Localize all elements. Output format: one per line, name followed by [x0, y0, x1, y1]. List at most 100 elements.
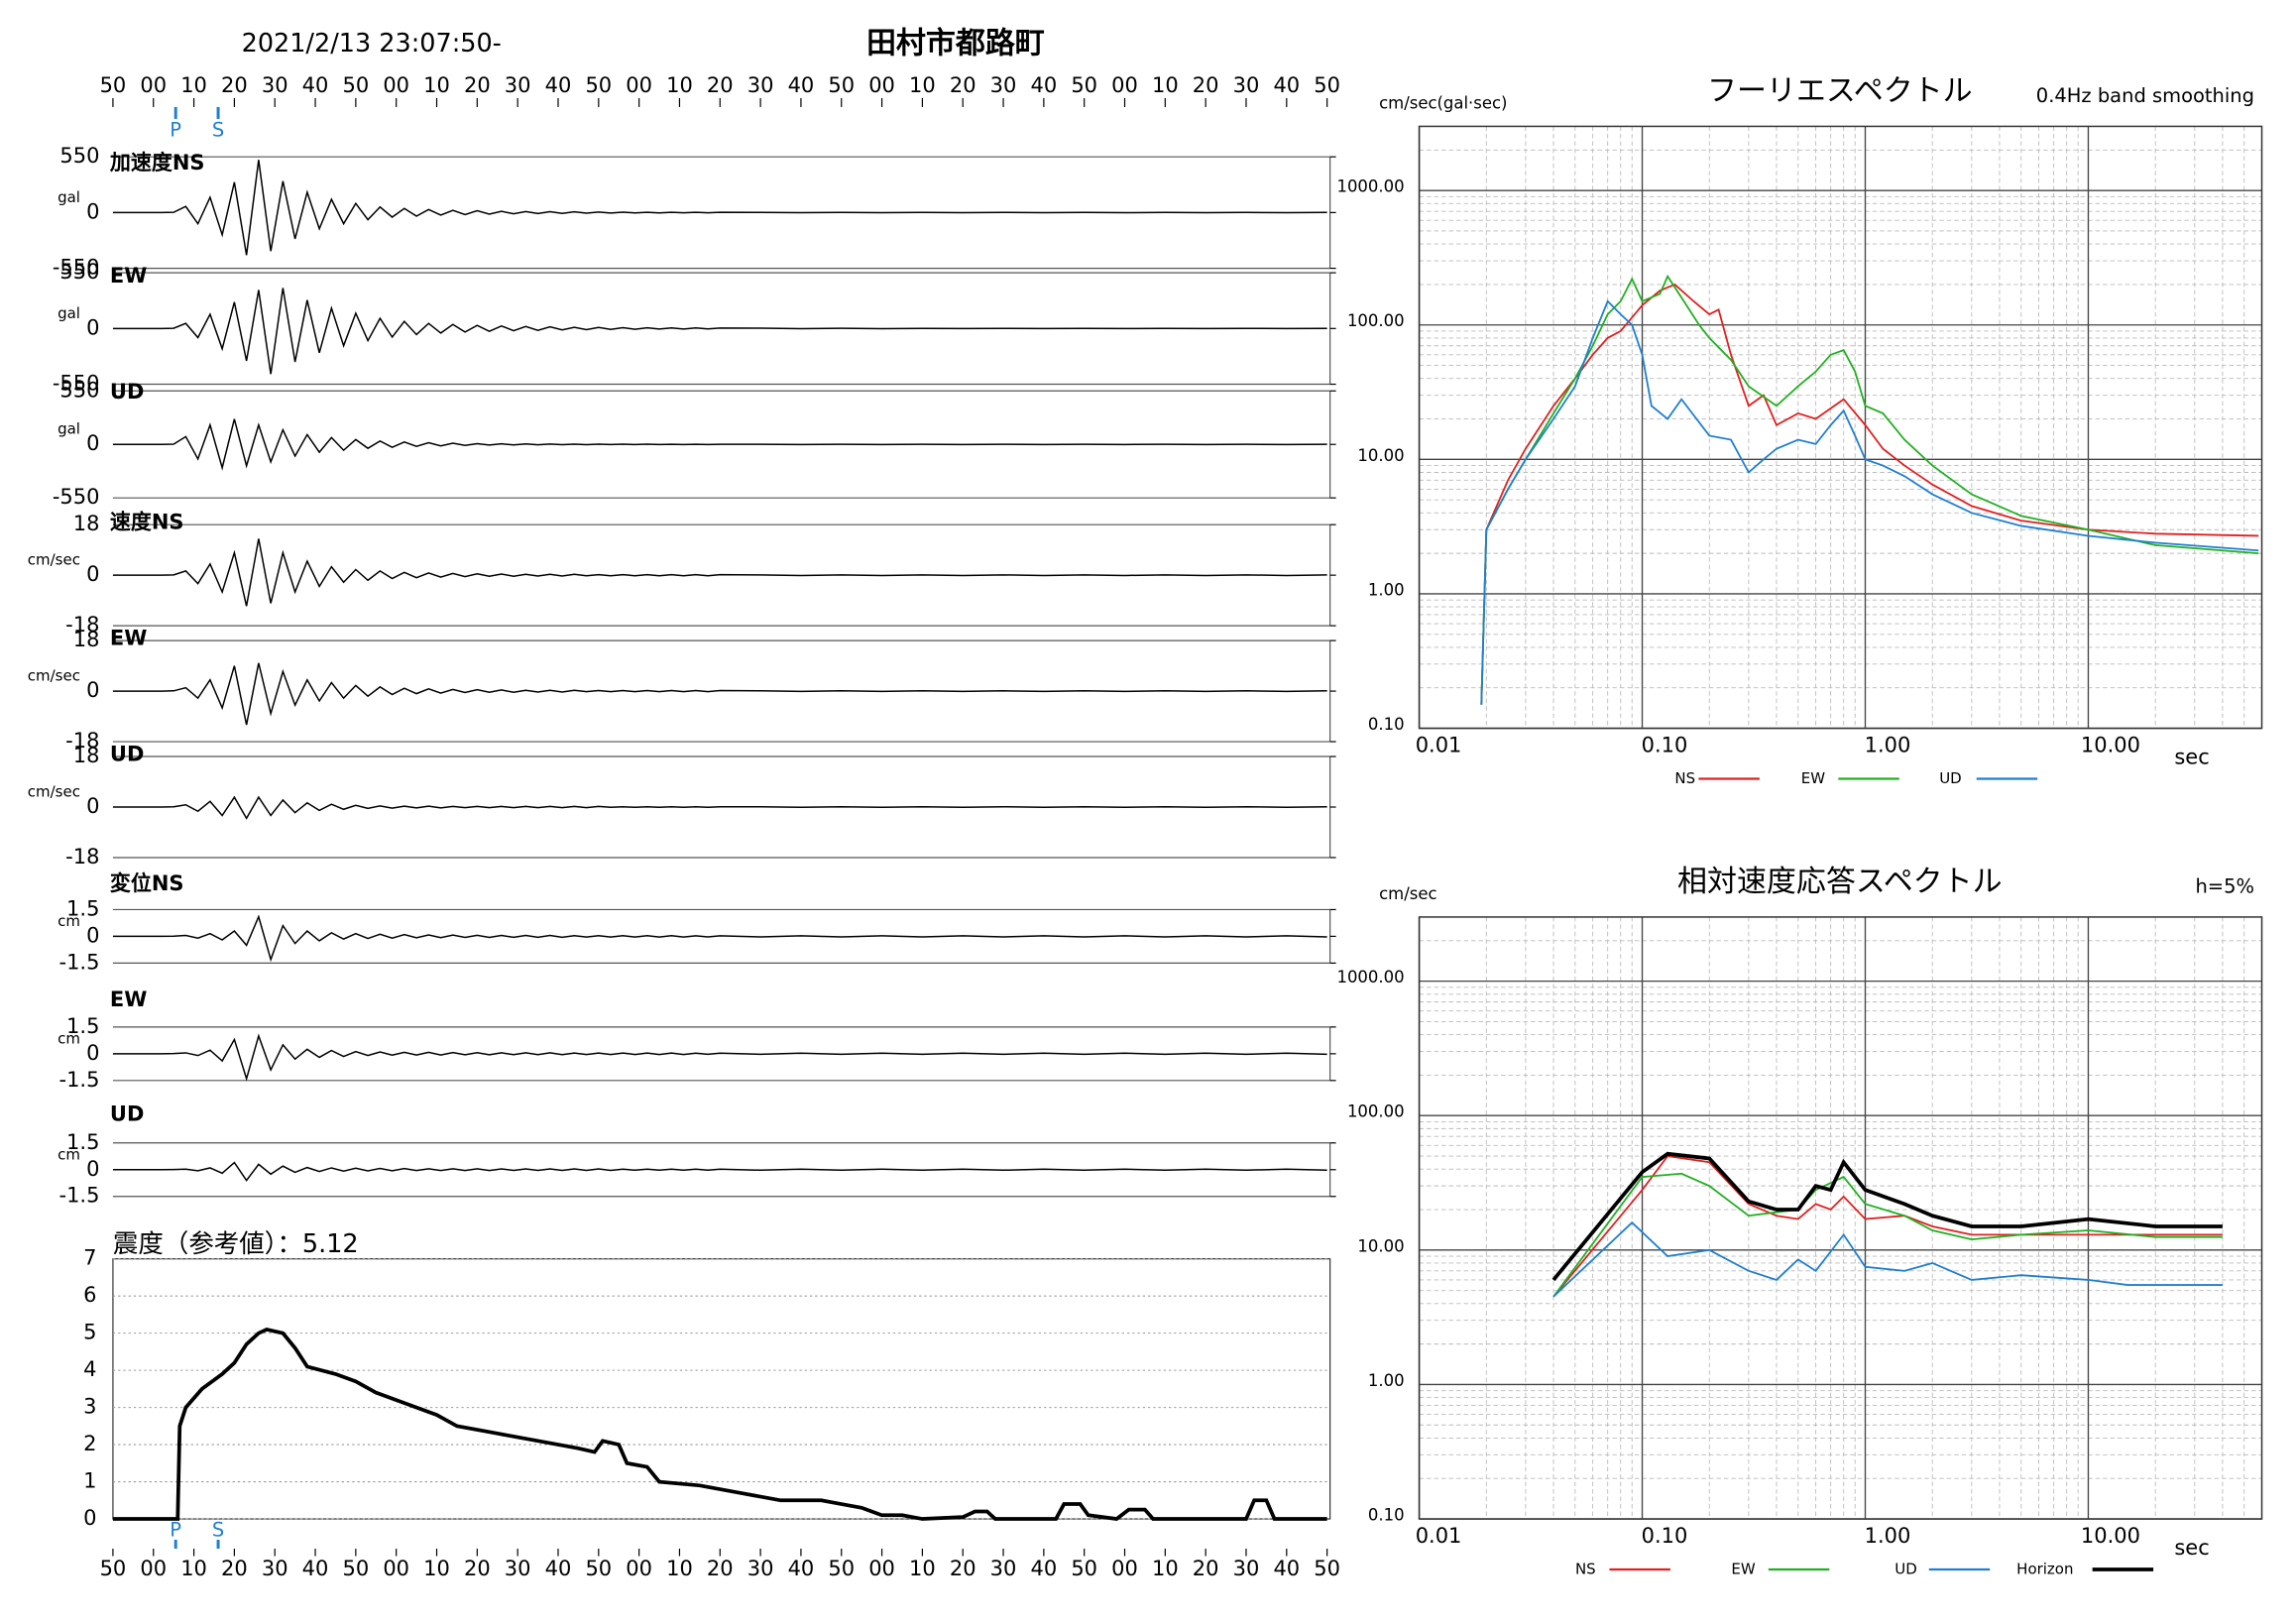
panel-name: UD — [110, 743, 144, 766]
x-tick-label: 10 — [909, 1557, 936, 1580]
x-tick-label: 00 — [383, 73, 409, 97]
panel-name: 速度NS — [110, 511, 184, 534]
y-tick-label: 1000.00 — [1336, 968, 1404, 986]
legend-label: UD — [1939, 769, 1962, 787]
x-tick-label: 00 — [626, 73, 652, 97]
panel-name: EW — [110, 987, 147, 1011]
x-tick-label: 00 — [383, 1557, 409, 1580]
x-axis-label: sec — [2174, 1536, 2209, 1560]
x-tick-label: 40 — [302, 1557, 329, 1580]
unit-label: cm/sec — [28, 783, 80, 801]
waveform — [112, 1161, 1327, 1182]
x-tick-label: 0.10 — [1642, 734, 1688, 757]
x-tick-label: 10.00 — [2081, 734, 2140, 757]
x-tick-label: 40 — [1273, 1557, 1300, 1580]
x-axis-label: sec — [2174, 746, 2209, 769]
y-tick-label: 550 — [59, 378, 99, 402]
y-tick-label: 0 — [86, 199, 99, 223]
x-tick-label: 30 — [262, 1557, 288, 1580]
y-tick-label: 0 — [86, 1157, 99, 1181]
title: 田村市都路町 — [866, 27, 1045, 61]
y-tick-label: -18 — [65, 613, 99, 637]
y-tick-label: -1.5 — [59, 1068, 100, 1092]
y-tick-label: 10.00 — [1357, 1236, 1404, 1255]
x-tick-label: 00 — [1111, 73, 1138, 97]
y-tick-label: -550 — [53, 372, 100, 396]
intensity-line — [112, 1327, 1327, 1521]
waveform — [112, 795, 1327, 820]
x-tick-label: 50 — [1314, 1557, 1340, 1580]
spectrum-note: 0.4Hz band smoothing — [2036, 84, 2254, 107]
y-tick-label: 0.10 — [1368, 715, 1405, 734]
x-tick-label: 10 — [423, 73, 450, 97]
unit-label: cm — [57, 1029, 80, 1047]
x-tick-label: 40 — [788, 73, 815, 97]
y-tick-label: 6 — [83, 1283, 96, 1307]
spectrum-title: 相対速度応答スペクトル — [1677, 865, 2003, 899]
y-tick-label: 1 — [83, 1469, 96, 1493]
x-tick-label: 10 — [1152, 73, 1179, 97]
y-tick-label: 0 — [86, 1041, 99, 1065]
x-tick-label: 50 — [343, 73, 370, 97]
spectrum-line — [1552, 1172, 2223, 1298]
legend-label: EW — [1731, 1561, 1755, 1578]
spectrum-note: h=5% — [2195, 874, 2254, 897]
y-tick-label: 0.10 — [1368, 1506, 1405, 1525]
x-tick-label: 40 — [302, 73, 329, 97]
unit-label: gal — [57, 420, 80, 438]
marker-label: S — [212, 1519, 224, 1542]
x-tick-label: 30 — [747, 73, 774, 97]
marker-label: S — [212, 118, 224, 141]
unit-label: cm/sec — [28, 667, 80, 685]
y-tick-label: 550 — [59, 260, 99, 284]
x-tick-label: 30 — [505, 1557, 531, 1580]
x-tick-label: 10 — [180, 1557, 207, 1580]
x-tick-label: 50 — [343, 1557, 370, 1580]
x-tick-label: 20 — [950, 73, 976, 97]
x-tick-label: 00 — [1111, 1557, 1138, 1580]
marker-label: P — [170, 1519, 181, 1542]
y-tick-label: -18 — [65, 845, 99, 869]
x-tick-label: 10.00 — [2081, 1524, 2140, 1548]
waveform — [112, 160, 1327, 256]
x-tick-label: 00 — [140, 73, 167, 97]
waveform — [112, 1033, 1327, 1082]
legend-label: NS — [1674, 769, 1695, 787]
x-tick-label: 1.00 — [1865, 1524, 1911, 1548]
y-tick-label: 1.5 — [66, 1014, 99, 1038]
intensity-frame — [112, 1258, 1331, 1520]
y-tick-label: -550 — [53, 256, 100, 280]
waveform — [112, 538, 1327, 607]
y-tick-label: 1000.00 — [1336, 177, 1404, 196]
x-tick-label: 00 — [626, 1557, 652, 1580]
x-tick-label: 30 — [747, 1557, 774, 1580]
legend-label: NS — [1575, 1561, 1596, 1578]
panel-name: EW — [110, 264, 147, 288]
legend-label: Horizon — [2016, 1561, 2073, 1578]
y-tick-label: 0 — [86, 678, 99, 702]
x-tick-label: 10 — [423, 1557, 450, 1580]
x-tick-label: 10 — [909, 73, 936, 97]
y-axis-label: cm/sec(gal·sec) — [1379, 93, 1507, 112]
x-tick-label: 40 — [1031, 1557, 1058, 1580]
y-tick-label: 3 — [83, 1395, 96, 1419]
y-tick-label: 1.00 — [1368, 580, 1405, 599]
x-tick-label: 10 — [666, 73, 693, 97]
legend-label: EW — [1801, 769, 1825, 787]
y-tick-label: 7 — [83, 1246, 96, 1270]
x-tick-label: 50 — [100, 73, 127, 97]
x-tick-label: 20 — [221, 1557, 248, 1580]
unit-label: cm — [57, 912, 80, 930]
x-tick-label: 10 — [1152, 1557, 1179, 1580]
x-tick-label: 20 — [464, 73, 491, 97]
x-tick-label: 20 — [464, 1557, 491, 1580]
x-tick-label: 30 — [1233, 73, 1260, 97]
y-tick-label: -1.5 — [59, 950, 100, 974]
x-tick-label: 50 — [585, 73, 612, 97]
waveform — [112, 418, 1327, 471]
x-tick-label: 50 — [100, 1557, 127, 1580]
y-tick-label: 0 — [86, 431, 99, 455]
x-tick-label: 1.00 — [1865, 734, 1911, 757]
x-tick-label: 00 — [140, 1557, 167, 1580]
x-tick-label: 40 — [1273, 73, 1300, 97]
